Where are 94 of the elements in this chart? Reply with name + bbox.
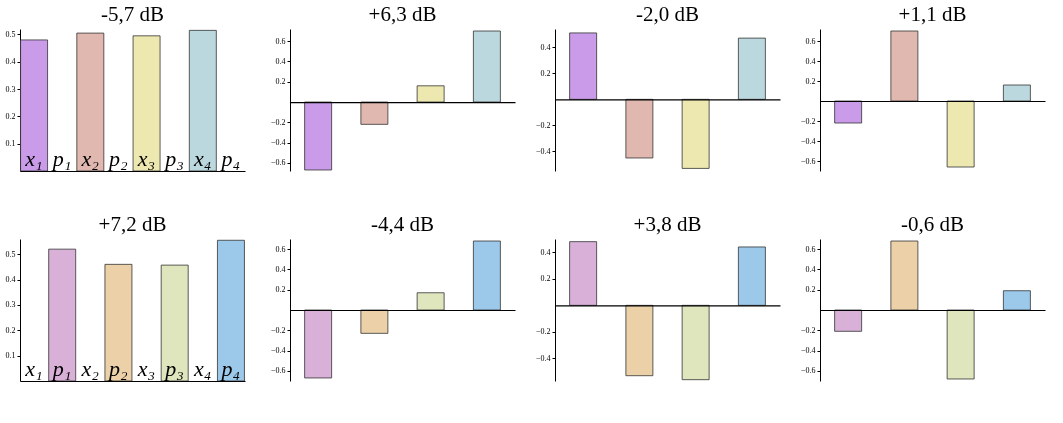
y-tick-label: 0.4 — [275, 264, 286, 274]
bar — [946, 309, 975, 380]
y-tick-label: −0.6 — [800, 366, 816, 376]
bar — [737, 37, 766, 100]
y-tick-label: −0.4 — [535, 353, 551, 363]
y-tick-label: 0.4 — [5, 57, 16, 67]
bar — [160, 264, 189, 382]
y-tick-label: 0.6 — [805, 36, 816, 46]
y-tick-label: −0.2 — [800, 325, 816, 335]
bar — [569, 241, 598, 306]
bar — [737, 246, 766, 306]
y-tick-label: 0.4 — [540, 42, 551, 52]
x-tick-label: p₄ — [219, 355, 241, 381]
x-tick-label: x₂ — [80, 355, 100, 381]
y-tick-label: 0.5 — [5, 249, 16, 259]
y-tick-label: −0.4 — [535, 146, 551, 156]
y-tick-label: −0.4 — [270, 346, 286, 356]
y-tick-label: 0.4 — [540, 247, 551, 257]
x-tick-label: x₄ — [193, 355, 212, 381]
x-tick-label: p₁ — [50, 355, 72, 381]
chart-title: +3,8 dB — [633, 212, 702, 236]
y-tick-label: 0.2 — [805, 285, 816, 295]
bar — [360, 309, 389, 334]
x-tick-label: p₄ — [219, 145, 241, 171]
y-tick-label: −0.2 — [800, 116, 816, 126]
y-tick-label: 0.2 — [5, 325, 16, 335]
bar — [472, 30, 501, 103]
y-tick-label: 0.4 — [5, 275, 16, 285]
bar — [304, 101, 333, 171]
x-tick-label: x₂ — [80, 145, 100, 171]
chart-title: +1,1 dB — [898, 2, 967, 26]
bar — [834, 100, 863, 124]
x-tick-label: p₁ — [50, 145, 72, 171]
bar — [946, 100, 975, 168]
y-tick-label: −0.2 — [270, 117, 286, 127]
y-tick-label: 0.4 — [275, 56, 286, 66]
x-tick-label: p₂ — [107, 355, 129, 381]
bar — [681, 304, 710, 381]
chart-title: +7,2 dB — [98, 212, 167, 236]
bar — [304, 309, 333, 379]
y-tick-label: 0.4 — [805, 56, 816, 66]
x-tick-label: x₁ — [24, 145, 43, 171]
bar — [472, 240, 501, 311]
x-tick-label: p₂ — [107, 145, 129, 171]
y-tick-label: −0.2 — [270, 325, 286, 335]
chart-title: +6,3 dB — [368, 2, 437, 26]
y-tick-label: −0.2 — [535, 327, 551, 337]
y-tick-label: 0.4 — [805, 264, 816, 274]
x-tick-label: x₁ — [24, 355, 43, 381]
bar — [217, 239, 245, 382]
x-tick-label: x₃ — [136, 145, 156, 171]
x-tick-label: x₃ — [136, 355, 156, 381]
y-tick-label: 0.1 — [5, 351, 16, 361]
chart-title: -5,7 dB — [101, 2, 164, 26]
y-tick-label: −0.4 — [800, 136, 816, 146]
bar — [890, 240, 919, 311]
y-tick-label: 0.6 — [805, 244, 816, 254]
chart-title: -2,0 dB — [636, 2, 699, 26]
y-tick-label: −0.6 — [800, 156, 816, 166]
y-tick-label: −0.6 — [270, 158, 286, 168]
y-tick-label: 0.2 — [805, 76, 816, 86]
y-tick-label: 0.5 — [5, 29, 16, 39]
bar — [569, 32, 598, 100]
y-tick-label: 0.2 — [275, 285, 286, 295]
y-tick-label: 0.6 — [275, 36, 286, 46]
y-tick-label: 0.6 — [275, 244, 286, 254]
y-tick-label: 0.2 — [540, 68, 551, 78]
bar — [104, 263, 133, 382]
x-tick-label: p₃ — [163, 355, 185, 381]
y-tick-label: −0.6 — [270, 366, 286, 376]
y-tick-label: 0.3 — [5, 300, 16, 310]
bar — [360, 101, 389, 125]
bar — [890, 30, 919, 102]
bar — [625, 304, 654, 377]
bar — [416, 85, 445, 103]
y-tick-label: 0.2 — [540, 274, 551, 284]
bar — [834, 309, 863, 332]
bar — [681, 98, 710, 169]
bar — [625, 98, 654, 159]
x-tick-label: p₃ — [163, 145, 185, 171]
chart-title: -0,6 dB — [901, 212, 964, 236]
x-tick-label: x₄ — [193, 145, 212, 171]
y-tick-label: 0.1 — [5, 139, 16, 149]
bar — [416, 292, 445, 311]
bar — [1002, 84, 1031, 102]
y-tick-label: −0.4 — [800, 346, 816, 356]
bar — [1002, 290, 1031, 311]
y-tick-label: 0.2 — [275, 77, 286, 87]
y-tick-label: −0.4 — [270, 138, 286, 148]
y-tick-label: −0.2 — [535, 120, 551, 130]
y-tick-label: 0.2 — [5, 111, 16, 121]
y-tick-label: 0.3 — [5, 84, 16, 94]
chart-title: -4,4 dB — [371, 212, 434, 236]
bar — [48, 248, 77, 382]
